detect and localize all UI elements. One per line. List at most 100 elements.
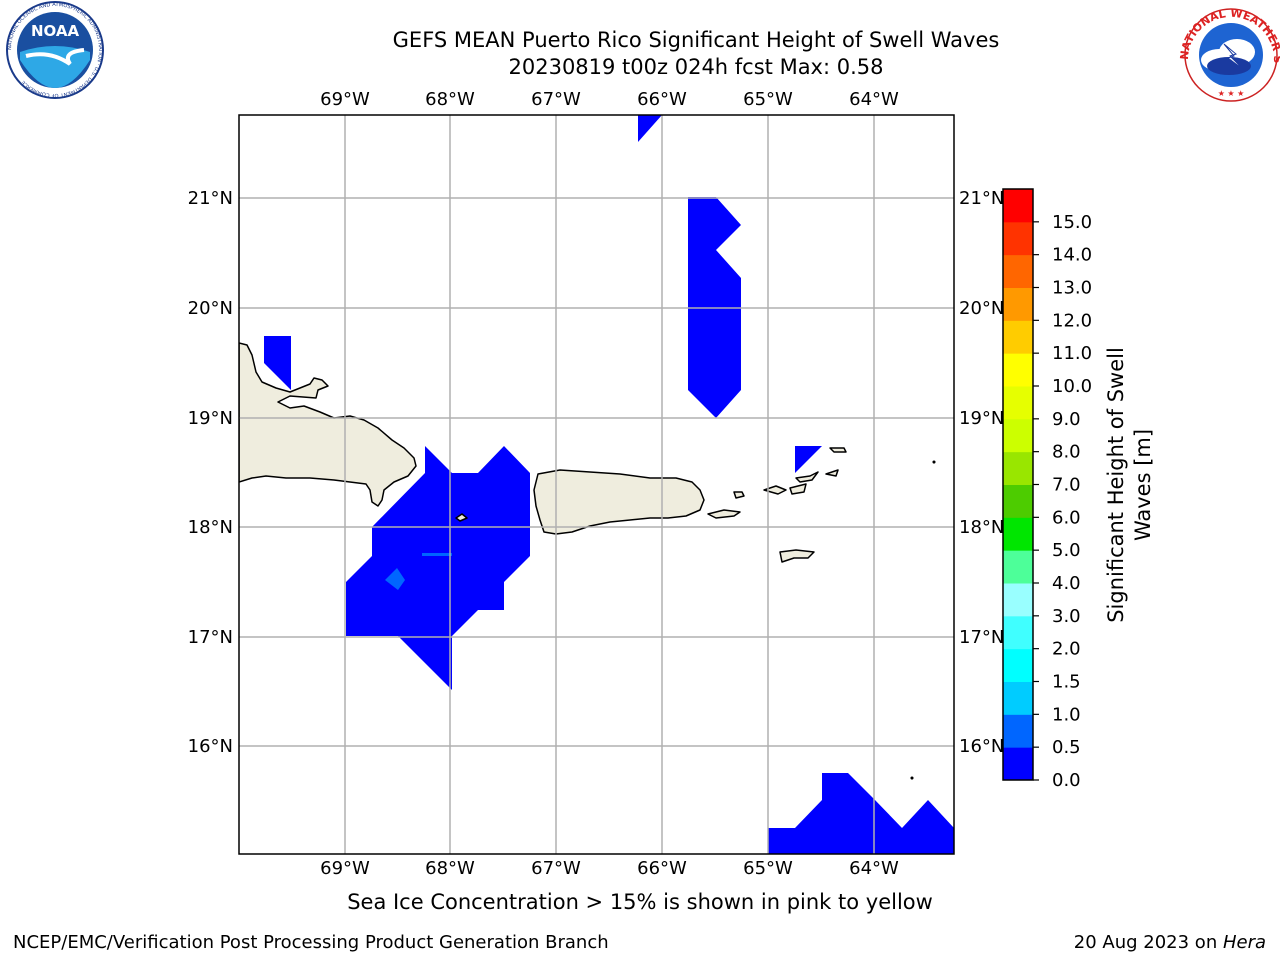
colorbar-segment xyxy=(1003,254,1033,288)
colorbar-tick-label: 7.0 xyxy=(1052,475,1081,496)
lon-label-bottom-69w: 69°W xyxy=(320,858,370,879)
colorbar-tick-label: 0.5 xyxy=(1052,737,1081,758)
lat-labels-left: 21°N 20°N 19°N 18°N 17°N 16°N xyxy=(188,188,233,757)
swell-area-higher-line xyxy=(422,553,452,556)
st-thomas-land xyxy=(763,485,787,495)
sea-ice-note: Sea Ice Concentration > 15% is shown in … xyxy=(347,890,933,914)
lat-label-left-19n: 19°N xyxy=(188,408,233,429)
vieques-land xyxy=(707,509,741,519)
st-croix-land xyxy=(779,549,815,563)
swell-area-higher xyxy=(385,568,405,590)
colorbar-tick-label: 3.0 xyxy=(1052,606,1081,627)
colorbar-tick-label: 12.0 xyxy=(1052,310,1092,331)
swell-area-north-strip xyxy=(610,115,741,418)
swell-area-virgin-islands xyxy=(795,446,822,473)
colorbar-segment xyxy=(1003,648,1033,682)
colorbar-segments xyxy=(1003,189,1033,781)
colorbar-segment xyxy=(1003,681,1033,715)
lon-label-top-68w: 68°W xyxy=(425,89,475,110)
colorbar-tick-label: 10.0 xyxy=(1052,376,1092,397)
noaa-logo: NOAA NATIONAL OCEANIC AND ATMOSPHERIC AD… xyxy=(6,1,104,99)
colorbar-segment xyxy=(1003,550,1033,584)
map-frame xyxy=(238,114,955,855)
lat-label-right-16n: 16°N xyxy=(959,736,1004,757)
footer-date-text: 20 Aug 2023 on xyxy=(1073,932,1223,953)
colorbar-tick-label: 1.0 xyxy=(1052,704,1081,725)
colorbar-tick-label: 4.0 xyxy=(1052,573,1081,594)
lat-label-right-18n: 18°N xyxy=(959,517,1004,538)
lat-label-right-20n: 20°N xyxy=(959,298,1004,319)
colorbar-tick-label: 9.0 xyxy=(1052,409,1081,430)
colorbar-segment xyxy=(1003,484,1033,518)
colorbar-tick-label: 6.0 xyxy=(1052,507,1081,528)
lat-label-right-17n: 17°N xyxy=(959,627,1004,648)
colorbar-label-line2: Waves [m] xyxy=(1131,429,1155,541)
colorbar-tick-label: 0.0 xyxy=(1052,770,1081,791)
colorbar-tick-label: 1.5 xyxy=(1052,672,1081,693)
lon-labels-bottom: 69°W 68°W 67°W 66°W 65°W 64°W xyxy=(320,858,899,879)
lon-label-bottom-64w: 64°W xyxy=(849,858,899,879)
culebra-land xyxy=(733,491,745,499)
lon-label-bottom-67w: 67°W xyxy=(531,858,581,879)
chart-subtitle: 20230819 t00z 024h fcst Max: 0.58 xyxy=(508,55,884,79)
colorbar-tick-label: 14.0 xyxy=(1052,245,1092,266)
colorbar-segment xyxy=(1003,418,1033,453)
nws-logo: NATIONAL WEATHER SERVICE ★ ★ ★ xyxy=(1174,0,1280,102)
colorbar-segment xyxy=(1003,714,1033,748)
colorbar-label-line1: Significant Height of Swell xyxy=(1104,347,1128,623)
colorbar-segment xyxy=(1003,221,1033,256)
lat-label-left-20n: 20°N xyxy=(188,298,233,319)
swell-area-southeast xyxy=(768,773,954,854)
svg-text:★ ★ ★: ★ ★ ★ xyxy=(1218,89,1245,98)
swell-area-north-west-patch xyxy=(264,336,291,390)
colorbar-tick-label: 15.0 xyxy=(1052,212,1092,233)
st-john-land xyxy=(789,483,807,495)
virgin-gorda-land xyxy=(825,469,839,477)
map-gridlines xyxy=(239,115,954,854)
colorbar-segment xyxy=(1003,615,1033,650)
colorbar-segment xyxy=(1003,320,1033,354)
lat-label-right-21n: 21°N xyxy=(959,188,1004,209)
colorbar-ticks: 0.0 0.5 1.0 1.5 2.0 3.0 4.0 5.0 6.0 7.0 8.0 9.0 10.0… xyxy=(1033,212,1092,791)
colorbar-tick-label: 8.0 xyxy=(1052,442,1081,463)
noaa-logo-text: NOAA xyxy=(31,22,80,40)
hispaniola-land xyxy=(239,342,417,507)
lon-label-top-64w: 64°W xyxy=(849,89,899,110)
footer-branch: NCEP/EMC/Verification Post Processing Pr… xyxy=(13,932,609,953)
colorbar-tick-label: 13.0 xyxy=(1052,278,1092,299)
landmass xyxy=(239,342,936,780)
colorbar-segment xyxy=(1003,583,1033,617)
lat-labels-right: 21°N 20°N 19°N 18°N 17°N 16°N xyxy=(959,188,1004,757)
beata-island-land xyxy=(455,513,468,522)
lon-label-top-69w: 69°W xyxy=(320,89,370,110)
colorbar-tick-label: 5.0 xyxy=(1052,540,1081,561)
anegada-land xyxy=(829,447,847,453)
lon-label-bottom-68w: 68°W xyxy=(425,858,475,879)
lat-label-left-21n: 21°N xyxy=(188,188,233,209)
lat-label-left-18n: 18°N xyxy=(188,517,233,538)
colorbar-segment xyxy=(1003,386,1033,420)
lon-label-bottom-66w: 66°W xyxy=(637,858,687,879)
tortola-land xyxy=(795,471,819,483)
swell-area-mona-passage xyxy=(319,446,530,690)
montserrat-dot xyxy=(910,776,914,780)
chart-title: GEFS MEAN Puerto Rico Significant Height… xyxy=(392,28,1000,52)
lon-label-top-66w: 66°W xyxy=(637,89,687,110)
puerto-rico-land xyxy=(533,469,705,535)
lon-label-bottom-65w: 65°W xyxy=(743,858,793,879)
colorbar-segment xyxy=(1003,353,1033,387)
lat-label-right-19n: 19°N xyxy=(959,408,1004,429)
colorbar-segment xyxy=(1003,747,1033,781)
colorbar: 0.0 0.5 1.0 1.5 2.0 3.0 4.0 5.0 6.0 7.0 8.0 9.0 10.0… xyxy=(1002,188,1155,791)
colorbar-tick-label: 11.0 xyxy=(1052,343,1092,364)
lon-label-top-67w: 67°W xyxy=(531,89,581,110)
lon-labels-top: 69°W 68°W 67°W 66°W 65°W 64°W xyxy=(320,89,899,110)
colorbar-segment xyxy=(1003,189,1033,223)
colorbar-segment xyxy=(1003,451,1033,485)
lat-label-left-17n: 17°N xyxy=(188,627,233,648)
colorbar-segment xyxy=(1003,517,1033,551)
footer-date: 20 Aug 2023 on Hera xyxy=(1074,932,1266,953)
colorbar-tick-label: 2.0 xyxy=(1052,639,1081,660)
saba-dot xyxy=(932,460,936,464)
